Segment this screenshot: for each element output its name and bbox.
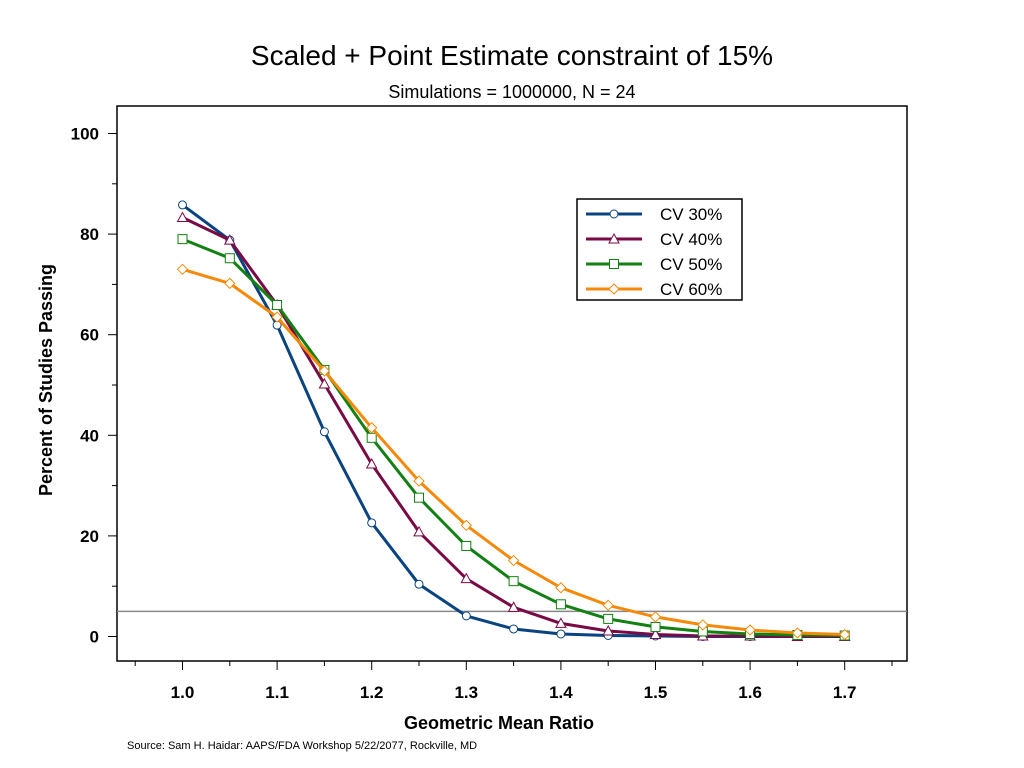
legend-label: CV 40%	[660, 230, 722, 249]
data-point	[608, 232, 620, 244]
x-axis-label: Geometric Mean Ratio	[404, 713, 594, 733]
data-point	[319, 427, 329, 437]
data-point	[176, 263, 189, 276]
chart-title: Scaled + Point Estimate constraint of 15…	[250, 40, 774, 71]
source-note: Source: Sam H. Haidar: AAPS/FDA Workshop…	[127, 740, 478, 752]
plot-frame	[116, 105, 908, 662]
series-line	[181, 216, 845, 638]
data-point	[224, 253, 235, 264]
data-point	[366, 432, 377, 443]
y-tick-label: 40	[80, 426, 99, 445]
data-point	[508, 576, 519, 587]
data-point	[555, 582, 567, 594]
data-point	[413, 525, 425, 537]
legend-items: CV 30% CV 40% CV 50% CV 60%	[586, 205, 722, 299]
data-point	[318, 377, 331, 389]
data-point	[461, 540, 472, 551]
data-point	[176, 211, 189, 223]
legend-label: CV 60%	[660, 280, 722, 299]
data-point	[413, 475, 425, 487]
data-point	[461, 611, 471, 621]
data-point	[507, 601, 520, 612]
data-point	[555, 599, 566, 610]
data-point	[507, 554, 520, 567]
x-tick-label: 1.7	[833, 683, 857, 702]
x-tick-label: 1.2	[360, 683, 384, 702]
y-tick-label: 80	[80, 225, 99, 244]
y-tick-label: 0	[90, 628, 99, 647]
legend-label: CV 30%	[660, 205, 722, 224]
y-tick-label: 100	[71, 125, 99, 144]
data-point	[509, 624, 519, 634]
data-point	[460, 572, 473, 584]
data-point	[697, 619, 709, 631]
y-tick-label: 60	[80, 326, 99, 345]
series-cv-60	[176, 263, 851, 641]
data-point	[649, 628, 662, 639]
y-tick-label: 20	[80, 527, 99, 546]
x-tick-label: 1.6	[738, 683, 762, 702]
data-point	[649, 611, 662, 623]
data-point	[460, 519, 473, 532]
data-point	[555, 617, 567, 628]
x-tick-label: 1.1	[265, 683, 289, 702]
data-point	[791, 627, 804, 639]
data-point	[272, 300, 283, 311]
data-point	[318, 365, 331, 377]
data-point	[603, 613, 614, 624]
data-point	[602, 624, 615, 636]
data-point	[602, 599, 614, 612]
data-point	[178, 200, 187, 210]
series-layer	[176, 200, 851, 641]
legend-label: CV 50%	[660, 255, 722, 274]
series-line	[181, 237, 845, 637]
chart-subtitle: Simulations = 1000000, N = 24	[388, 82, 636, 102]
legend-box	[576, 198, 743, 301]
x-tick-label: 1.0	[171, 683, 195, 702]
data-point	[367, 518, 377, 528]
data-point	[650, 621, 661, 632]
data-point	[556, 629, 566, 639]
series-line	[181, 203, 845, 638]
data-point	[609, 209, 619, 219]
series-cv-50	[177, 234, 850, 641]
x-tick-label: 1.3	[454, 683, 478, 702]
data-point	[414, 492, 424, 503]
data-point	[365, 422, 378, 434]
data-point	[177, 234, 188, 245]
data-point	[838, 628, 851, 641]
legend: CV 30% CV 40% CV 50% CV 60%	[576, 198, 743, 301]
axes-layer: 0 20 40 60 80 100 1.0 1.1 1.2 1.3 1.4 1.5 1.6 1.7	[71, 125, 893, 702]
data-point	[271, 311, 283, 323]
series-cv-30	[178, 200, 850, 641]
data-point	[365, 457, 378, 469]
x-tick-label: 1.4	[549, 683, 573, 702]
data-point	[608, 283, 620, 295]
data-point	[744, 624, 756, 636]
data-point	[224, 277, 236, 290]
data-point	[223, 234, 236, 245]
x-tick-label: 1.5	[644, 683, 668, 702]
data-point	[414, 579, 424, 589]
y-axis-label: Percent of Studies Passing	[36, 264, 56, 496]
data-point	[609, 259, 619, 269]
